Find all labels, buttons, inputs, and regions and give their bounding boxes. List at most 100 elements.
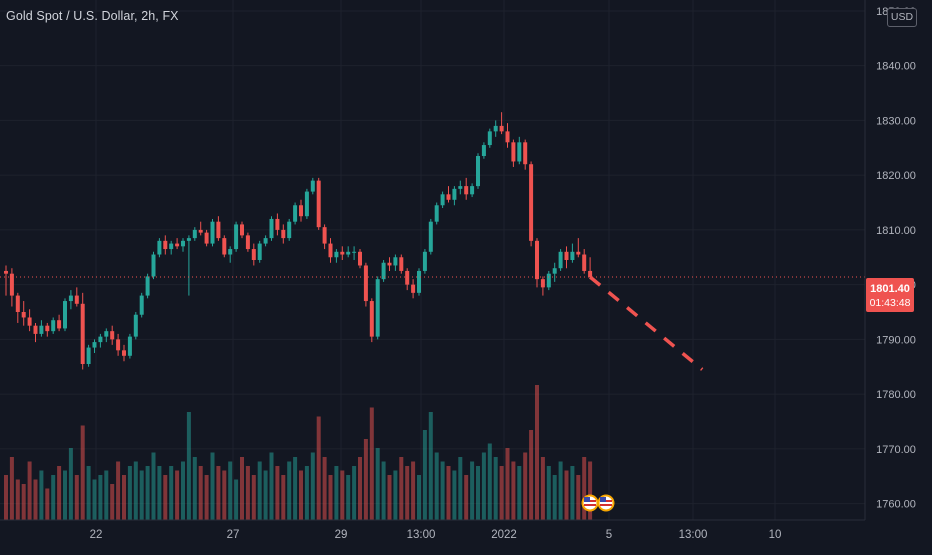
- volume-bar: [387, 475, 392, 520]
- volume-bar: [358, 457, 362, 520]
- chart-title: Gold Spot / U.S. Dollar, 2h, FX: [6, 9, 179, 23]
- candle: [381, 260, 386, 282]
- volume-bar: [204, 475, 209, 520]
- price-tick-label: 1790.00: [876, 334, 916, 346]
- candle: [234, 221, 239, 252]
- candle: [316, 177, 321, 230]
- candle: [529, 161, 534, 247]
- candle: [517, 136, 522, 165]
- volume-bar: [481, 452, 486, 520]
- volume-bar: [21, 484, 26, 520]
- candle: [169, 240, 174, 255]
- volume-bar: [417, 475, 421, 520]
- volume-bar: [133, 461, 138, 520]
- candle: [181, 238, 185, 252]
- candle: [464, 177, 469, 200]
- volume-bar: [434, 452, 439, 520]
- volume-bar: [98, 475, 103, 520]
- volume-bar: [240, 457, 244, 520]
- projection-line: [588, 275, 704, 371]
- volume-bar: [122, 475, 126, 520]
- volume-bar: [228, 461, 233, 520]
- candle: [216, 216, 221, 241]
- candle: [27, 309, 32, 332]
- currency-button[interactable]: USD: [887, 8, 917, 27]
- volume-bar: [546, 466, 551, 520]
- event-markers[interactable]: [581, 494, 615, 512]
- candle: [263, 235, 268, 247]
- volume-bar: [529, 430, 534, 520]
- volume-bar: [570, 466, 575, 520]
- candle: [39, 320, 44, 337]
- candle: [4, 265, 8, 296]
- volume-bar: [493, 457, 498, 520]
- volume-bar: [157, 466, 162, 520]
- candle: [57, 314, 62, 332]
- candle: [481, 142, 486, 159]
- candle: [369, 298, 374, 343]
- candle: [322, 224, 327, 250]
- price-axis[interactable]: 1760.001770.001780.001790.001800.001810.…: [864, 0, 932, 520]
- us-flag-icon[interactable]: [597, 494, 615, 512]
- candle: [334, 249, 339, 263]
- candle: [33, 322, 38, 343]
- volume-bar: [310, 452, 315, 520]
- volume-bar: [145, 466, 150, 520]
- volume-bars: [4, 385, 593, 520]
- candle: [546, 270, 551, 291]
- candle: [257, 240, 262, 263]
- volume-bar: [210, 452, 215, 520]
- candle: [304, 188, 309, 219]
- volume-bar: [499, 466, 504, 520]
- candle: [476, 153, 480, 189]
- candle: [558, 249, 563, 271]
- candle: [540, 276, 545, 296]
- volume-bar: [363, 439, 368, 520]
- volume-bar: [458, 457, 463, 520]
- candle: [228, 246, 233, 263]
- volume-bar: [293, 457, 298, 520]
- price-tick-label: 1780.00: [876, 389, 916, 401]
- candle: [222, 235, 227, 258]
- volume-bar: [234, 479, 239, 520]
- volume-bar: [263, 470, 268, 520]
- candle: [139, 292, 144, 318]
- candle: [157, 238, 162, 258]
- candle: [51, 317, 56, 334]
- volume-bar: [51, 475, 56, 520]
- candle: [428, 218, 433, 255]
- last-price-badge: 1801.40 01:43:48: [866, 278, 914, 312]
- volume-bar: [275, 466, 280, 520]
- volume-bar: [251, 475, 256, 520]
- time-tick-label: 13:00: [679, 529, 708, 541]
- volume-bar: [487, 443, 492, 520]
- candle: [92, 339, 97, 354]
- volume-bar: [422, 430, 427, 520]
- time-tick-label: 27: [227, 529, 240, 541]
- candle: [127, 333, 132, 359]
- candle: [493, 120, 498, 137]
- candle: [80, 292, 85, 370]
- us-flag-icon[interactable]: [581, 494, 599, 512]
- projection-dash: [588, 275, 704, 371]
- candle: [145, 273, 150, 299]
- volume-bar: [116, 461, 121, 520]
- candle: [204, 229, 209, 247]
- volume-bar: [523, 452, 528, 520]
- volume-bar: [257, 461, 262, 520]
- volume-bar: [369, 407, 374, 520]
- volume-bar: [45, 488, 50, 520]
- volume-bar: [139, 470, 144, 520]
- candle: [576, 238, 581, 258]
- candle: [564, 246, 569, 269]
- candle: [434, 202, 439, 225]
- time-axis[interactable]: 22 27 29 13:00 2022 5 13:00 10: [0, 519, 932, 550]
- volume-bar: [540, 457, 545, 520]
- price-tick-label: 1830.00: [876, 115, 916, 127]
- candle: [15, 292, 20, 323]
- volume-bar: [470, 461, 475, 520]
- candle: [511, 139, 516, 167]
- candle: [552, 262, 557, 282]
